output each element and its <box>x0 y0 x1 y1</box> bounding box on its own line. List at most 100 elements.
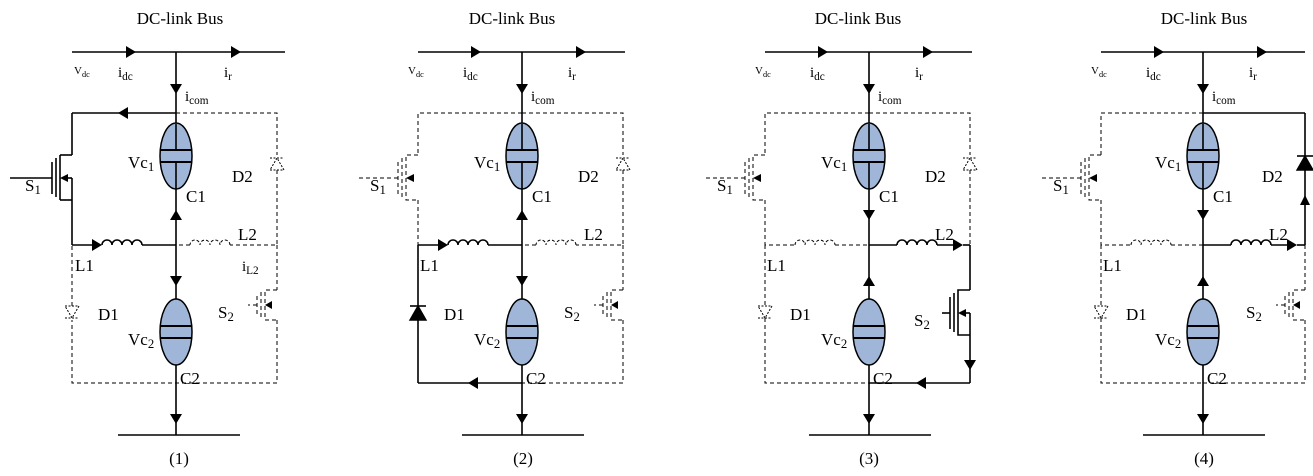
l1-label: L1 <box>420 256 439 275</box>
idc-label: idc <box>118 65 133 83</box>
s2-label: S2 <box>1246 303 1262 324</box>
l2-inductor <box>189 239 231 246</box>
l1-inductor <box>794 239 836 246</box>
d2-diode <box>615 157 631 171</box>
s1-label: S1 <box>370 176 386 197</box>
c1-label: C1 <box>532 187 552 206</box>
panel-4: DC-link Bus Vdc idc ir icom S1 L1 D1 <box>1039 9 1313 468</box>
s2-mosfet <box>248 289 277 321</box>
c2-capacitor <box>159 298 193 366</box>
s2-mosfet <box>1276 289 1305 321</box>
icom-arrow <box>170 84 182 94</box>
s1-mosfet <box>356 154 418 201</box>
ir-label: ir <box>224 65 232 83</box>
d2-dashed-wire <box>176 112 278 155</box>
l2-label: L2 <box>1269 225 1288 244</box>
ir-label: ir <box>1249 65 1257 83</box>
panel-title: DC-link Bus <box>1161 9 1247 28</box>
ir-label: ir <box>568 65 576 83</box>
l2-inductor <box>1230 239 1272 246</box>
s1-label: S1 <box>717 176 733 197</box>
c1-label: C1 <box>186 187 206 206</box>
l1-inductor <box>1130 239 1172 246</box>
idc-label: idc <box>463 65 478 83</box>
idc-arrow <box>126 46 136 58</box>
vc1-label: Vc1 <box>474 153 500 174</box>
c1-label: C1 <box>879 187 899 206</box>
panel-title: DC-link Bus <box>469 9 555 28</box>
c1-label: C1 <box>1213 187 1233 206</box>
d1-label: D1 <box>98 305 119 324</box>
panel-title: DC-link Bus <box>815 9 901 28</box>
l1-current-arrow <box>92 239 102 251</box>
idc-label: idc <box>1146 65 1161 83</box>
panel-caption: (4) <box>1194 449 1214 468</box>
d2-label: D2 <box>232 167 253 186</box>
d2-diode <box>1295 154 1313 171</box>
c2-capacitor <box>852 298 886 366</box>
c2-label: C2 <box>1207 369 1227 388</box>
l2-label: L2 <box>584 225 603 244</box>
bottom-current-arrow <box>170 414 182 424</box>
d1-diode <box>1093 305 1109 319</box>
s1-mosfet <box>10 154 73 201</box>
idc-label: idc <box>810 65 825 83</box>
d2-diode <box>962 157 978 171</box>
ir-arrow <box>231 46 241 58</box>
l2-label: L2 <box>238 225 257 244</box>
s2-label: S2 <box>218 303 234 324</box>
s2-mosfet <box>594 289 623 321</box>
d1-label: D1 <box>444 305 465 324</box>
d1-diode <box>64 305 80 319</box>
panel-3: DC-link Bus Vdc idc ir icom S1 L1 D1 <box>703 9 978 468</box>
c2-label: C2 <box>526 369 546 388</box>
c2-current-arrow <box>170 276 182 286</box>
l2-label: L2 <box>935 225 954 244</box>
s2-mosfet <box>942 289 971 336</box>
panel-1: DC-link Bus Vdc idc ir icom S1 <box>10 9 285 468</box>
l1-label: L1 <box>767 256 786 275</box>
vc1-label: Vc1 <box>1155 153 1181 174</box>
panel-caption: (1) <box>169 449 189 468</box>
c2-capacitor <box>505 298 539 366</box>
panel-caption: (2) <box>513 449 533 468</box>
il2-label: iL2 <box>242 259 259 277</box>
d1-label: D1 <box>790 305 811 324</box>
s1-label: S1 <box>1053 176 1069 197</box>
d2-label: D2 <box>578 167 599 186</box>
c1-current-arrow <box>170 210 182 220</box>
c2-capacitor <box>1186 298 1220 366</box>
vdc-label: Vdc <box>755 65 771 79</box>
l2-inductor <box>896 239 938 246</box>
ir-label: ir <box>915 65 923 83</box>
vdc-label: Vdc <box>408 65 424 79</box>
icom-label: icom <box>878 89 902 107</box>
l2-inductor <box>535 239 577 246</box>
d1-diode <box>757 305 773 319</box>
panel-title: DC-link Bus <box>137 9 223 28</box>
d2-diode <box>269 157 285 171</box>
icom-label: icom <box>185 89 209 107</box>
vc1-label: Vc1 <box>128 153 154 174</box>
vc2-label: Vc2 <box>821 330 847 351</box>
s2-label: S2 <box>914 311 930 332</box>
s1-mosfet <box>1039 154 1101 201</box>
d2-label: D2 <box>1262 167 1283 186</box>
l1-label: L1 <box>75 256 94 275</box>
l1-inductor <box>447 239 489 246</box>
vc1-label: Vc1 <box>821 153 847 174</box>
icom-label: icom <box>531 89 555 107</box>
s1-mosfet <box>703 154 765 201</box>
panel-2: DC-link Bus Vdc idc ir icom S1 L1 <box>356 9 631 468</box>
s2-label: S2 <box>564 303 580 324</box>
c2-label: C2 <box>873 369 893 388</box>
d1-label: D1 <box>1126 305 1147 324</box>
s1-current-arrow <box>118 107 128 119</box>
l1-label: L1 <box>1103 256 1122 275</box>
vdc-label: Vdc <box>1091 65 1107 79</box>
s1-label: S1 <box>25 176 41 197</box>
icom-label: icom <box>1212 89 1236 107</box>
c2-label: C2 <box>180 369 200 388</box>
d1-diode <box>408 304 428 321</box>
